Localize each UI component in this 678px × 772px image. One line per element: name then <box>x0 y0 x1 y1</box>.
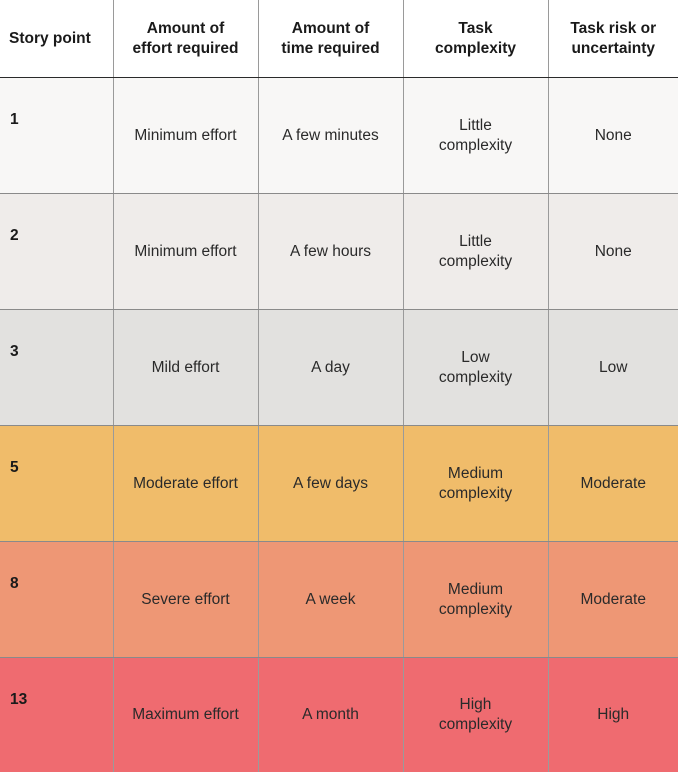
time-cell: A month <box>258 658 403 772</box>
time-cell: A few days <box>258 426 403 542</box>
time-cell: A week <box>258 542 403 658</box>
risk-cell: High <box>548 658 678 772</box>
risk-cell: None <box>548 194 678 310</box>
risk-cell: Moderate <box>548 426 678 542</box>
time-cell: A few hours <box>258 194 403 310</box>
effort-cell: Severe effort <box>113 542 258 658</box>
story-point-cell: 3 <box>0 310 113 426</box>
effort-cell: Minimum effort <box>113 194 258 310</box>
story-point-cell: 13 <box>0 658 113 772</box>
risk-cell: None <box>548 78 678 194</box>
effort-cell: Maximum effort <box>113 658 258 772</box>
story-point-cell: 5 <box>0 426 113 542</box>
effort-cell: Mild effort <box>113 310 258 426</box>
story-point-cell: 8 <box>0 542 113 658</box>
risk-cell: Low <box>548 310 678 426</box>
header-story-point: Story point <box>0 0 113 78</box>
effort-cell: Minimum effort <box>113 78 258 194</box>
story-point-cell: 1 <box>0 78 113 194</box>
risk-cell: Moderate <box>548 542 678 658</box>
time-cell: A few minutes <box>258 78 403 194</box>
time-cell: A day <box>258 310 403 426</box>
story-point-cell: 2 <box>0 194 113 310</box>
effort-cell: Moderate effort <box>113 426 258 542</box>
